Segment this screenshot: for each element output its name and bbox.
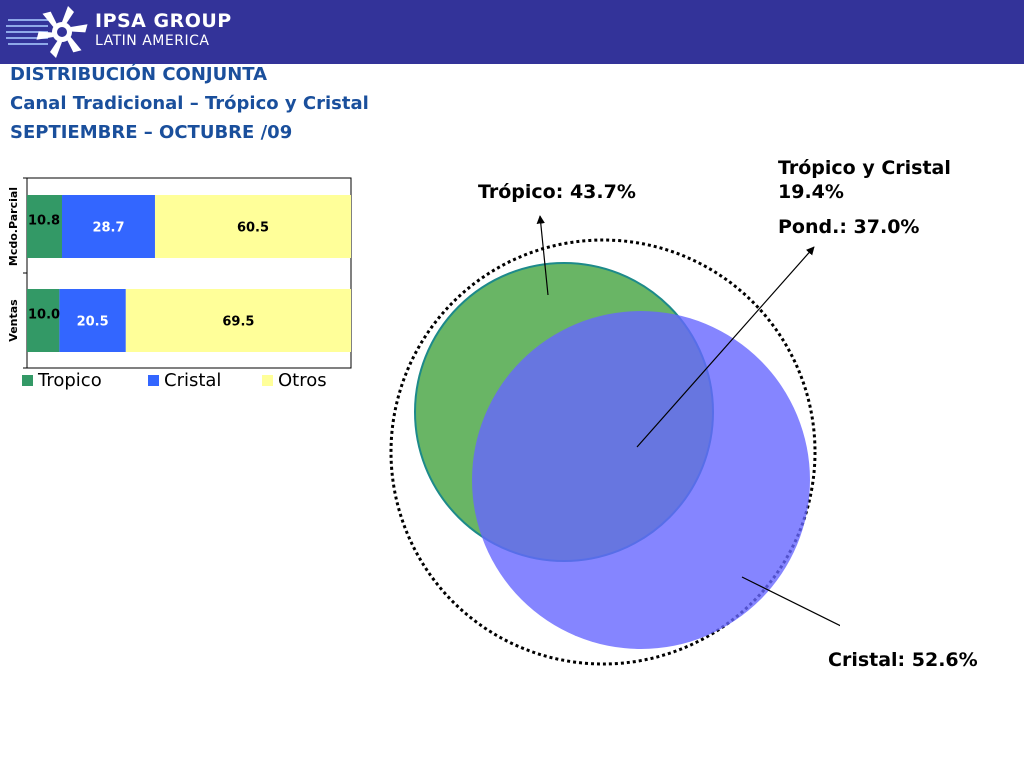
stacked-bar-chart: 10.8 28.7 60.5 Mcdo.Parcial 10.0 20.5 69.5 Vent… (7, 177, 352, 391)
bar-value-label: 28.7 (92, 221, 124, 236)
venn-label-intersection: Trópico y Cristal (778, 157, 951, 179)
category-label: Mcdo.Parcial (7, 187, 20, 266)
ipsa-logo-icon (6, 6, 88, 58)
venn-label-tropico: Trópico: 43.7% (478, 181, 636, 203)
total-market-circle (389, 238, 817, 666)
page-title: DISTRIBUCIÓN CONJUNTA (10, 64, 268, 85)
brand-name: IPSA GROUP (95, 10, 232, 32)
bar-otros-0 (154, 195, 351, 258)
venn-label-intersection-value: 19.4% (778, 181, 844, 203)
bar-cristal-1 (59, 289, 126, 352)
category-label: Ventas (7, 299, 20, 342)
legend-label-tropico: Tropico (37, 370, 102, 391)
bar-value-label: 69.5 (222, 315, 254, 330)
header-bar: IPSA GROUP LATIN AMERICA (0, 0, 1024, 64)
page-period: SEPTIEMBRE – OCTUBRE /09 (10, 122, 293, 143)
bar-value-label: 10.0 (28, 308, 60, 323)
bar-tropico-0 (27, 195, 62, 258)
bar-value-label: 20.5 (77, 315, 109, 330)
legend-swatch-cristal (148, 375, 159, 386)
bar-tropico-1 (27, 289, 60, 352)
page-subtitle: Canal Tradicional – Trópico y Cristal (10, 93, 369, 114)
venn-circle-cristal (472, 311, 810, 649)
intersection-arrow (636, 246, 815, 448)
legend-label-cristal: Cristal (164, 370, 221, 391)
brand-region: LATIN AMERICA (95, 33, 210, 49)
tropico-arrow (536, 215, 549, 296)
legend-swatch-otros (262, 375, 273, 386)
bar-otros-1 (125, 289, 351, 352)
bar-value-label: 10.8 (28, 214, 60, 229)
legend-label-otros: Otros (278, 370, 327, 391)
venn-label-weighted: Pond.: 37.0% (778, 216, 920, 238)
venn-label-cristal: Cristal: 52.6% (828, 649, 978, 671)
venn-diagram (389, 215, 840, 666)
bar-cristal-0 (61, 195, 155, 258)
bar-value-label: 60.5 (237, 221, 269, 236)
cristal-arrow (741, 576, 840, 627)
legend-swatch-tropico (22, 375, 33, 386)
